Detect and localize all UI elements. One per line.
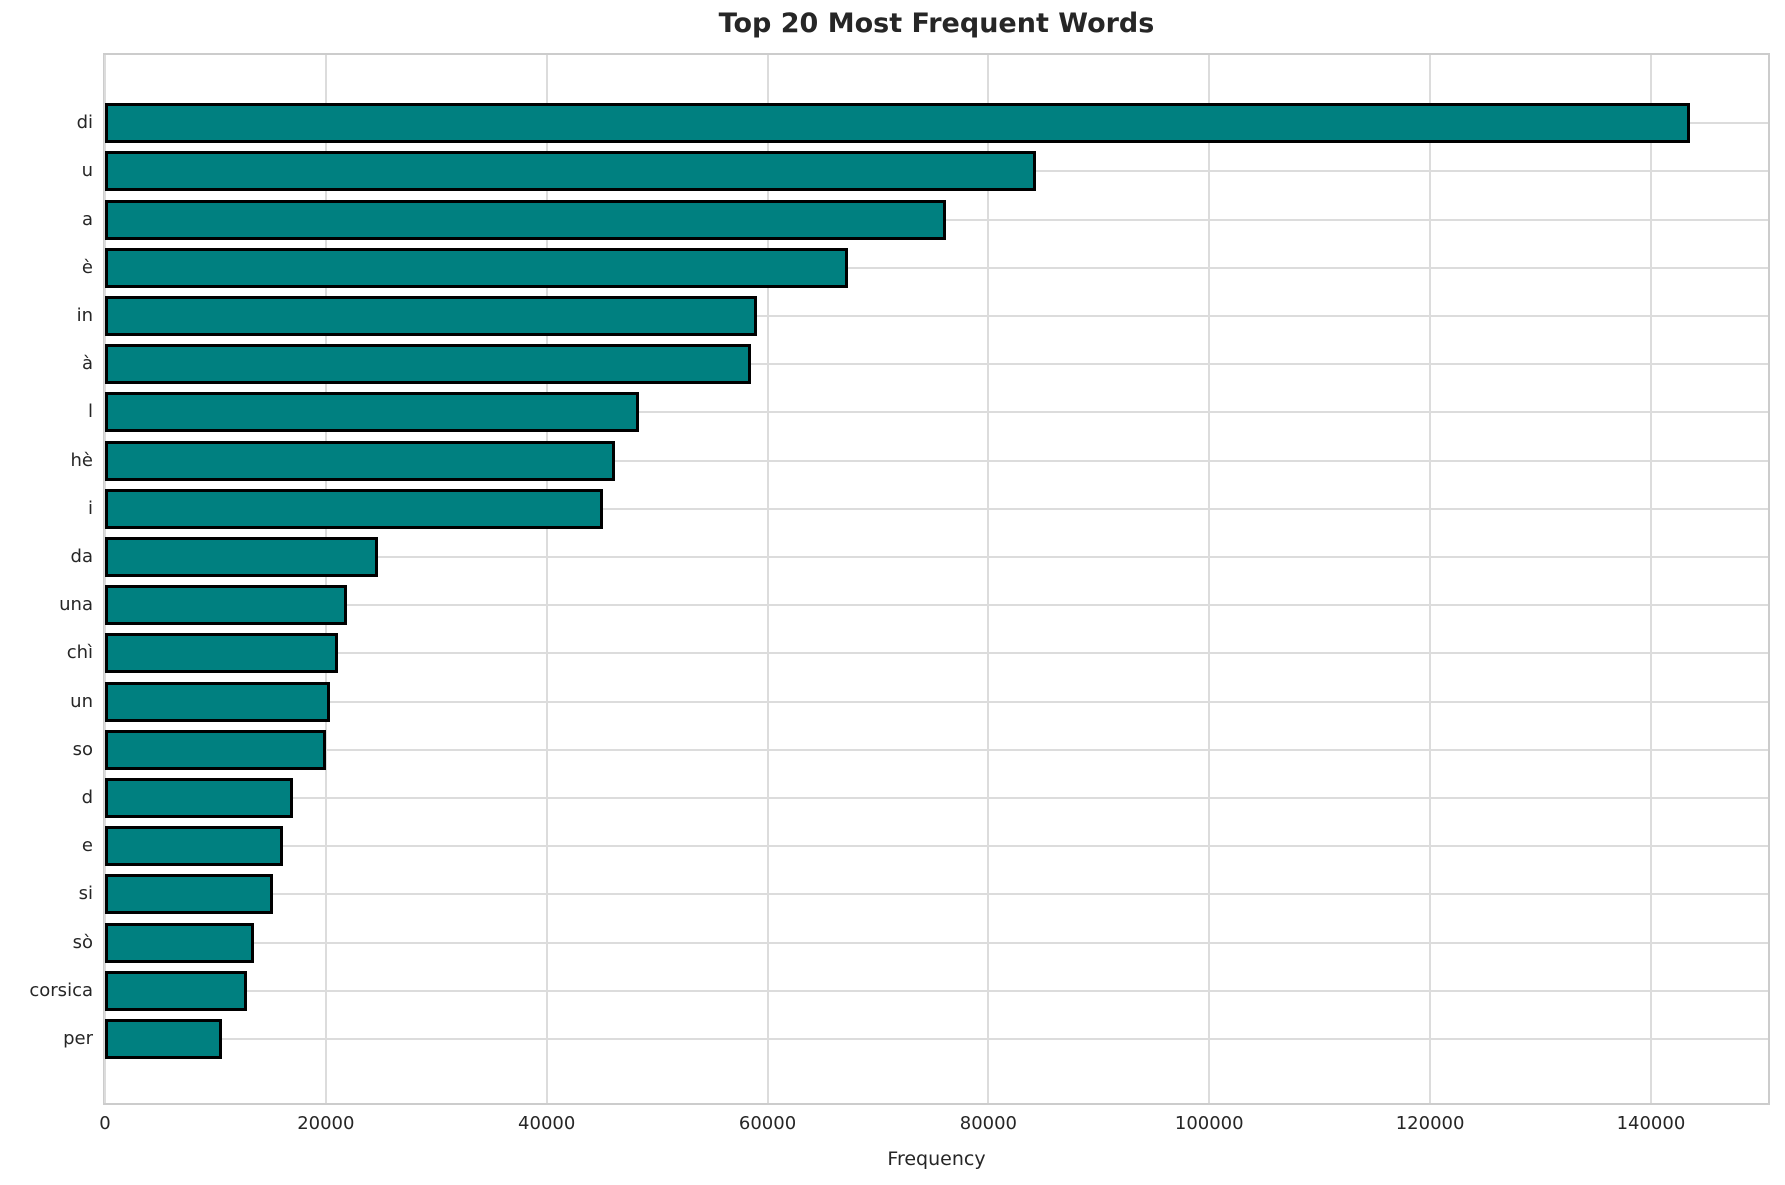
h-gridline — [105, 507, 1768, 510]
bar-à — [105, 344, 751, 385]
bar-chì — [105, 633, 338, 674]
bar-u — [105, 151, 1036, 192]
plot-area — [103, 53, 1770, 1105]
bar-e — [105, 826, 283, 867]
h-gridline — [105, 845, 1768, 848]
x-tick-label: 40000 — [518, 1113, 576, 1134]
y-tick-label: à — [81, 353, 93, 375]
bar-so — [105, 729, 326, 770]
v-gridline — [1208, 55, 1211, 1103]
v-gridline — [1649, 55, 1652, 1103]
h-gridline — [105, 700, 1768, 703]
y-tick-label: corsica — [29, 979, 93, 1001]
v-gridline — [987, 55, 990, 1103]
y-tick-label: e — [81, 835, 93, 857]
v-gridline — [104, 55, 106, 1103]
y-tick-label: di — [76, 112, 93, 134]
bar-per — [105, 1018, 223, 1059]
y-tick-label: u — [81, 160, 93, 182]
h-gridline — [105, 748, 1768, 751]
bar-si — [105, 874, 273, 915]
v-gridline — [766, 55, 769, 1103]
h-gridline — [105, 459, 1768, 462]
v-gridline — [545, 55, 548, 1103]
y-tick-label: hè — [70, 449, 93, 471]
x-tick-label: 0 — [99, 1113, 111, 1134]
h-gridline — [105, 266, 1768, 269]
bar-un — [105, 681, 331, 722]
y-axis-tick-labels: di u a è in à l hè i da una chì un so d e si sò corsica per — [0, 53, 93, 1105]
y-tick-label: a — [81, 208, 93, 230]
y-tick-label: sò — [72, 931, 93, 953]
h-gridline — [105, 411, 1768, 414]
y-tick-label: per — [63, 1027, 93, 1049]
h-gridline — [105, 989, 1768, 992]
h-gridline — [105, 796, 1768, 799]
h-gridline — [105, 604, 1768, 607]
bar-hè — [105, 440, 616, 481]
v-gridline — [324, 55, 327, 1103]
h-gridline — [105, 941, 1768, 944]
bar-in — [105, 295, 757, 336]
y-tick-label: una — [59, 594, 93, 616]
bar-di — [105, 103, 1690, 144]
h-gridline — [105, 363, 1768, 366]
y-tick-label: chì — [66, 642, 93, 664]
bar-l — [105, 392, 640, 433]
y-tick-label: so — [72, 738, 93, 760]
x-tick-label: 120000 — [1395, 1113, 1465, 1134]
y-tick-label: un — [70, 690, 93, 712]
y-tick-label: d — [81, 786, 93, 808]
h-gridline — [105, 1037, 1768, 1040]
bar-d — [105, 777, 293, 818]
h-gridline — [105, 652, 1768, 655]
x-tick-label: 20000 — [297, 1113, 355, 1134]
bar-una — [105, 585, 347, 626]
h-gridline — [105, 893, 1768, 896]
x-tick-label: 140000 — [1616, 1113, 1686, 1134]
bar-sò — [105, 922, 255, 963]
y-tick-label: da — [70, 545, 93, 567]
chart-title: Top 20 Most Frequent Words — [718, 8, 1155, 39]
h-gridline — [105, 555, 1768, 558]
x-tick-label: 100000 — [1174, 1113, 1244, 1134]
bar-i — [105, 488, 604, 529]
y-tick-label: in — [76, 304, 93, 326]
bar-a — [105, 199, 947, 240]
y-tick-label: l — [87, 401, 93, 423]
y-tick-label: si — [78, 883, 93, 905]
v-gridline — [1429, 55, 1432, 1103]
bar-è — [105, 247, 849, 288]
x-tick-label: 60000 — [738, 1113, 797, 1134]
y-tick-label: è — [81, 256, 93, 278]
bar-da — [105, 536, 378, 577]
y-tick-label: i — [87, 497, 93, 519]
h-gridline — [105, 314, 1768, 317]
bar-corsica — [105, 970, 248, 1011]
x-axis-label: Frequency — [887, 1148, 986, 1170]
x-tick-label: 80000 — [959, 1113, 1018, 1134]
